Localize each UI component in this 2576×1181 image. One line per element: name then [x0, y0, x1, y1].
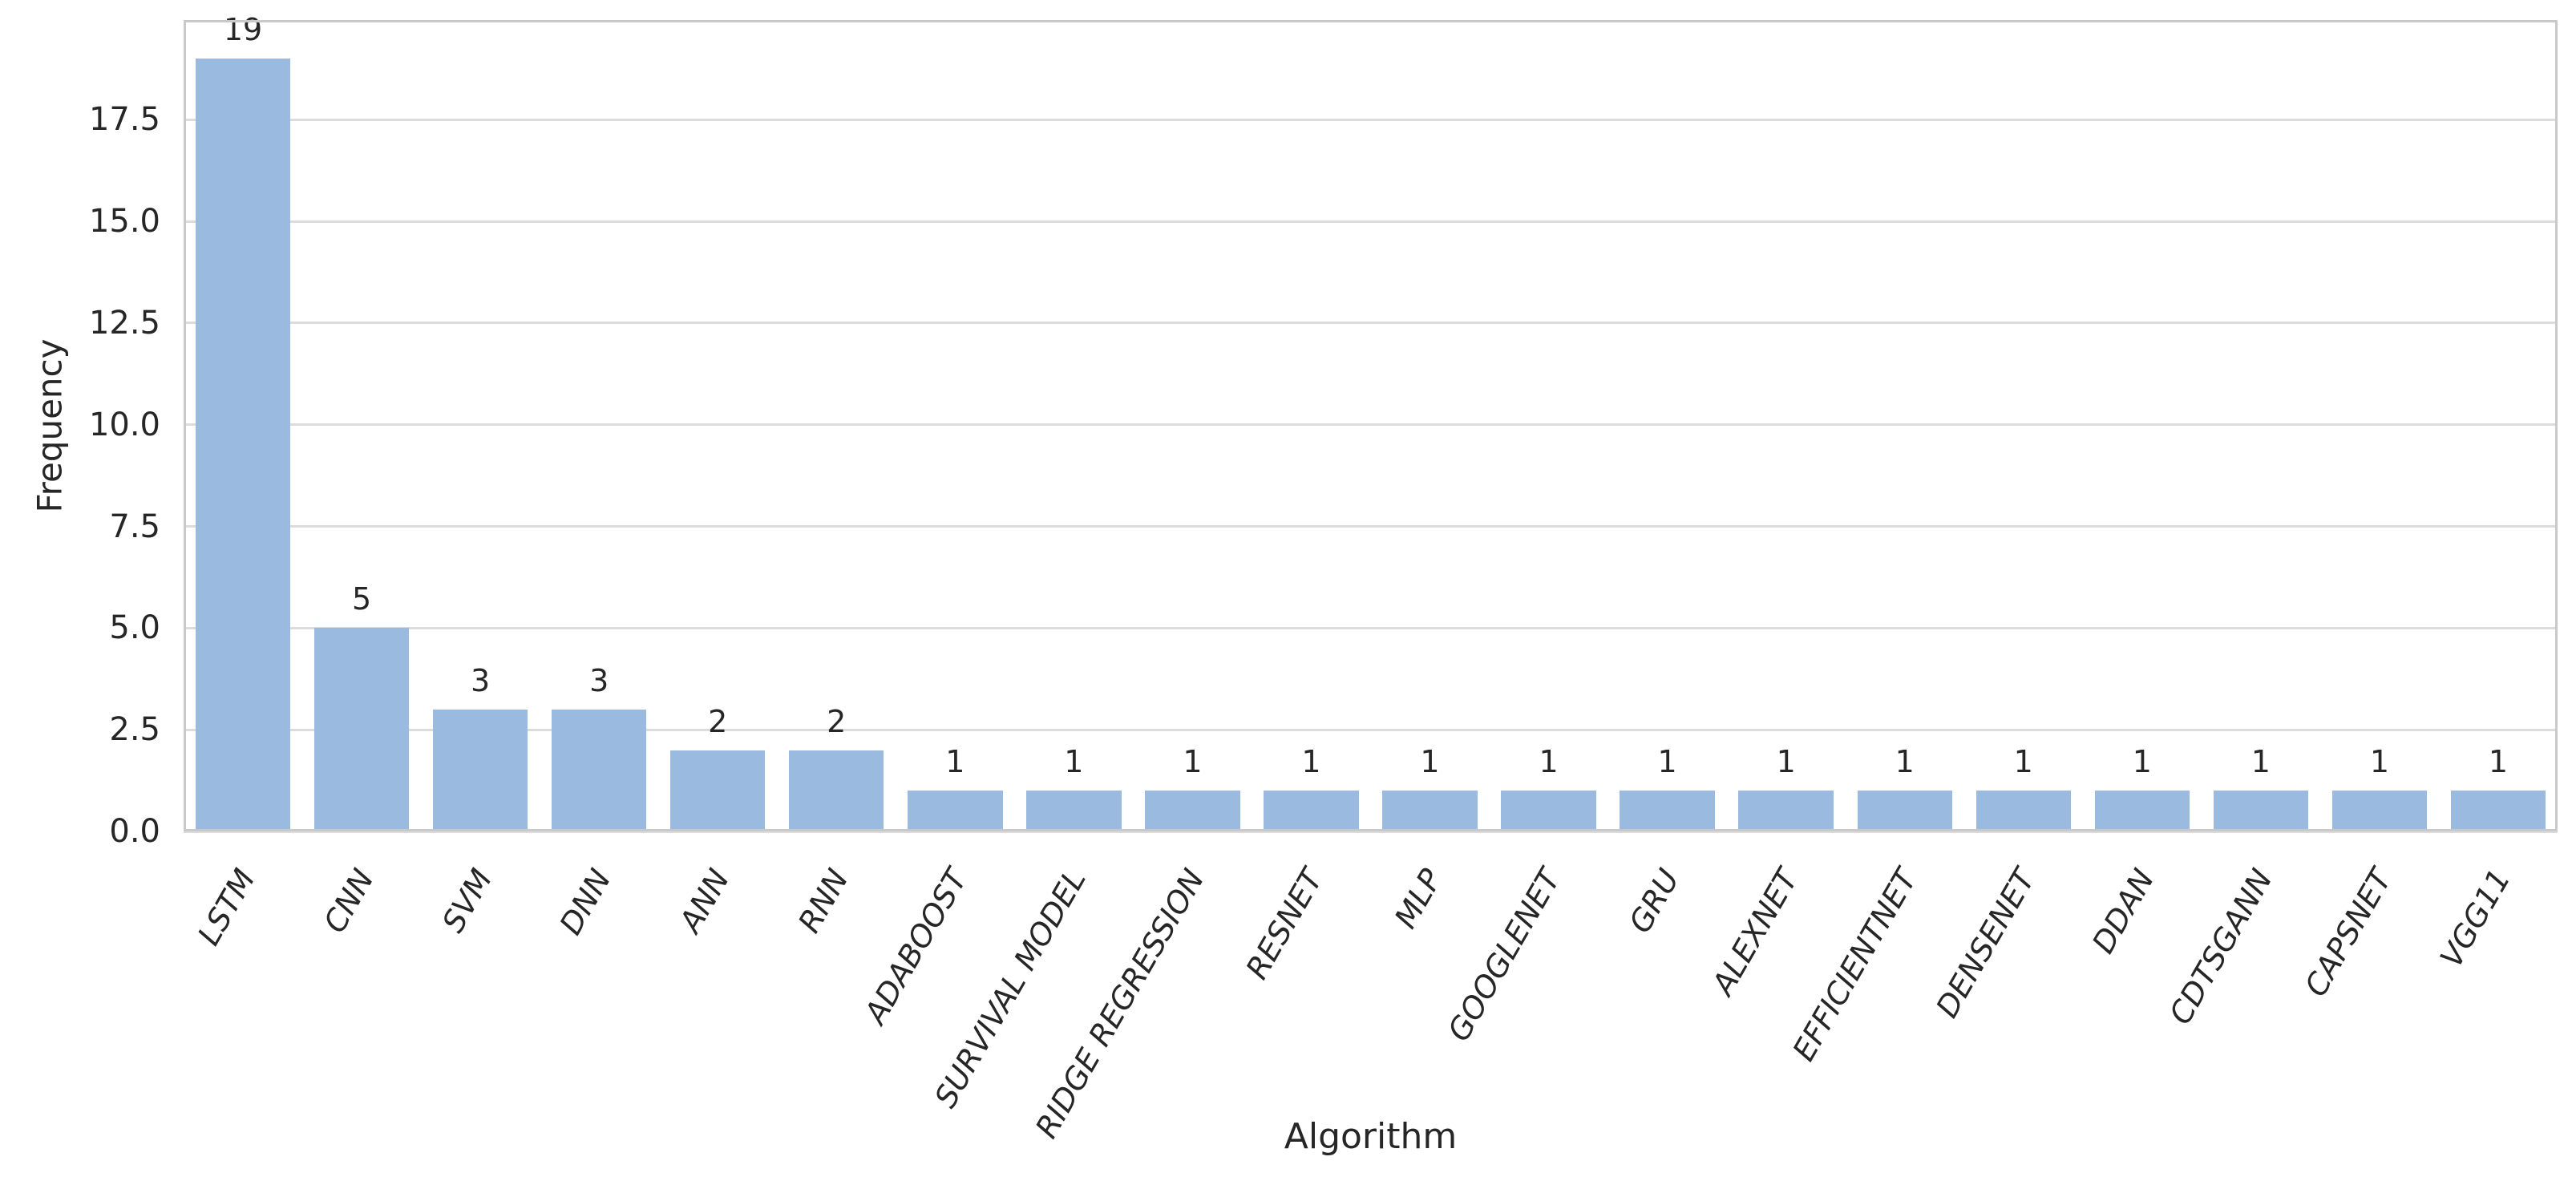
bar-value-label-survival-model: 1	[1064, 744, 1084, 780]
bar-value-label-alexnet: 1	[1776, 744, 1796, 780]
gridline-y-10.0	[184, 423, 2558, 427]
y-tick-label-0.0: 0.0	[109, 813, 160, 850]
gridline-y-7.5	[184, 525, 2558, 528]
bar-value-label-ridge-regression: 1	[1183, 744, 1203, 780]
x-tick-label-cdtsgann: CDTSGANN	[2162, 863, 2280, 1031]
bar-value-label-ann: 2	[708, 703, 728, 739]
bar-resnet	[1264, 791, 1359, 831]
bar-value-label-mlp: 1	[1420, 744, 1440, 780]
x-tick-label-gru: GRU	[1622, 863, 1687, 939]
bar-capsnet	[2331, 791, 2428, 831]
bar-vgg11	[2450, 791, 2546, 831]
bar-value-label-efficientnet: 1	[1895, 744, 1915, 780]
y-tick-label-15.0: 15.0	[88, 203, 160, 241]
gridline-y-17.5	[184, 118, 2558, 121]
bar-cnn	[313, 628, 410, 831]
y-tick-label-5.0: 5.0	[109, 609, 160, 647]
bar-survival-model	[1026, 791, 1122, 831]
x-tick-label-mlp: MLP	[1387, 863, 1450, 935]
bar-value-label-vgg11: 1	[2488, 744, 2509, 780]
bar-googlenet	[1501, 791, 1596, 831]
y-tick-label-2.5: 2.5	[109, 711, 160, 749]
bar-densenet	[1975, 791, 2071, 831]
x-tick-label-adaboost: ADABOOST	[857, 863, 974, 1030]
bar-value-label-dnn: 3	[589, 662, 609, 698]
gridline-y-0.0	[184, 830, 2558, 833]
bar-alexnet	[1738, 791, 1834, 831]
bar-value-label-capsnet: 1	[2369, 744, 2390, 780]
y-tick-label-7.5: 7.5	[109, 508, 160, 545]
bar-gru	[1620, 791, 1715, 831]
bar-value-label-cdtsgann: 1	[2250, 744, 2271, 780]
gridline-y-2.5	[184, 728, 2558, 731]
x-tick-label-ddan: DDAN	[2085, 863, 2161, 960]
x-tick-label-cnn: CNN	[316, 863, 381, 939]
bar-value-label-resnet: 1	[1301, 744, 1321, 780]
bar-ann	[670, 750, 766, 831]
bar-value-label-ddan: 1	[2132, 744, 2152, 780]
x-tick-label-dnn: DNN	[552, 863, 618, 941]
bar-ddan	[2094, 791, 2190, 831]
y-tick-label-12.5: 12.5	[88, 304, 160, 342]
bar-lstm	[195, 59, 291, 831]
x-tick-label-capsnet: CAPSNET	[2297, 863, 2399, 1003]
x-tick-label-googlenet: GOOGLENET	[1441, 863, 1568, 1047]
bar-value-label-rnn: 2	[827, 703, 847, 739]
bar-efficientnet	[1857, 791, 1952, 831]
x-tick-label-lstm: LSTM	[190, 863, 262, 952]
bar-cdtsgann	[2213, 791, 2309, 831]
bar-value-label-cnn: 5	[351, 581, 372, 617]
bar-value-label-densenet: 1	[2013, 744, 2033, 780]
x-tick-label-alexnet: ALEXNET	[1705, 863, 1806, 1001]
bar-rnn	[789, 750, 884, 831]
x-tick-label-densenet: DENSENET	[1929, 863, 2043, 1024]
bar-svm	[432, 709, 528, 831]
y-tick-label-10.0: 10.0	[88, 406, 160, 443]
bar-value-label-gru: 1	[1657, 744, 1677, 780]
bar-adaboost	[908, 791, 1003, 831]
bar-mlp	[1382, 791, 1478, 831]
x-tick-label-rnn: RNN	[791, 863, 855, 939]
gridline-y-5.0	[184, 626, 2558, 629]
bar-dnn	[551, 709, 647, 831]
bar-value-label-svm: 3	[471, 662, 491, 698]
bar-ridge-regression	[1145, 791, 1240, 831]
bar-value-label-lstm: 19	[223, 12, 263, 48]
plot-area: 19 5 3 3 2 2 1 1 1 1 1 1 1 1 1 1 1 1 1 1	[184, 12, 2558, 833]
y-tick-label-17.5: 17.5	[88, 101, 160, 139]
x-tick-label-vgg11: VGG11	[2432, 863, 2517, 973]
x-tick-label-svm: SVM	[435, 863, 499, 939]
bar-value-label-adaboost: 1	[945, 744, 965, 780]
x-axis-label: Algorithm	[1284, 1116, 1458, 1157]
bar-value-label-googlenet: 1	[1539, 744, 1559, 780]
gridline-y-12.5	[184, 322, 2558, 325]
gridline-y-15.0	[184, 220, 2558, 223]
x-tick-label-resnet: RESNET	[1239, 863, 1330, 985]
x-tick-label-efficientnet: EFFICIENTNET	[1785, 863, 1924, 1067]
x-tick-label-ann: ANN	[673, 863, 737, 939]
